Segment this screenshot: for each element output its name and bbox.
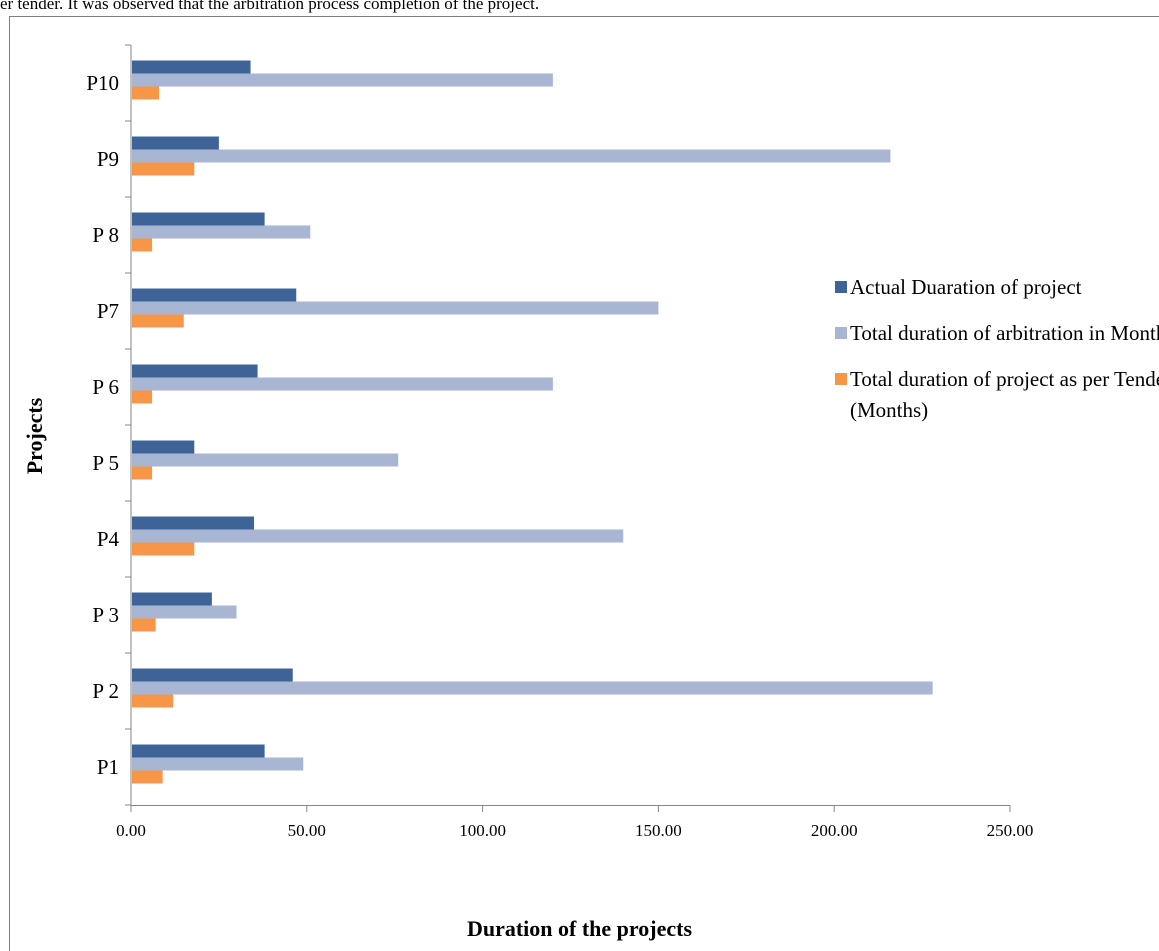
y-category-label: P 2 bbox=[92, 679, 119, 703]
legend-swatch-arbitration-duration bbox=[835, 327, 847, 339]
legend-swatch-tender-duration bbox=[835, 373, 847, 385]
legend-label-arbitration-duration: Total duration of arbitration in Months bbox=[850, 321, 1159, 345]
legend-item-actual-duration: Actual Duaration of project bbox=[835, 272, 1159, 303]
bar-p6-series-1 bbox=[132, 364, 258, 378]
y-category-label: P10 bbox=[86, 71, 119, 95]
bar-p10-series-1 bbox=[132, 60, 251, 74]
bar-p1-series-2 bbox=[132, 757, 304, 771]
x-tick-label: 150.00 bbox=[635, 821, 682, 840]
bar-p4-series-3 bbox=[132, 542, 195, 556]
y-category-label: P1 bbox=[97, 755, 119, 779]
y-category-label: P 6 bbox=[92, 375, 119, 399]
y-category-label: P 3 bbox=[92, 603, 119, 627]
legend-swatch-actual-duration bbox=[835, 281, 847, 293]
y-category-label: P 5 bbox=[92, 451, 119, 475]
bar-p10-series-2 bbox=[132, 73, 553, 87]
bar-p4-series-2 bbox=[132, 529, 624, 543]
bar-p1-series-3 bbox=[132, 770, 163, 784]
preceding-document-text: er tender. It was observed that the arbi… bbox=[0, 0, 540, 13]
y-category-label: P9 bbox=[97, 147, 119, 171]
bar-p7-series-3 bbox=[132, 314, 184, 328]
x-tick-label: 50.00 bbox=[288, 821, 326, 840]
bar-p2-series-3 bbox=[132, 694, 174, 708]
legend-item-arbitration-duration: Total duration of arbitration in Months bbox=[835, 318, 1159, 349]
bar-p3-series-3 bbox=[132, 618, 156, 632]
bar-p9-series-1 bbox=[132, 136, 219, 150]
legend: Actual Duaration of project Total durati… bbox=[835, 272, 1159, 441]
legend-item-tender-duration: Total duration of project as per Tender … bbox=[835, 364, 1159, 426]
bar-p8-series-1 bbox=[132, 212, 265, 226]
bar-p7-series-2 bbox=[132, 301, 659, 315]
x-tick-label: 100.00 bbox=[459, 821, 506, 840]
bar-p3-series-1 bbox=[132, 592, 212, 606]
bar-p1-series-1 bbox=[132, 744, 265, 758]
bar-p5-series-1 bbox=[132, 440, 195, 454]
bar-p6-series-2 bbox=[132, 377, 553, 391]
y-category-label: P7 bbox=[97, 299, 119, 323]
bar-p8-series-2 bbox=[132, 225, 311, 239]
y-axis-title: Projects bbox=[22, 397, 47, 475]
y-category-label: P4 bbox=[97, 527, 120, 551]
bar-p5-series-2 bbox=[132, 453, 399, 467]
bar-p6-series-3 bbox=[132, 390, 153, 404]
legend-label-tender-duration: Total duration of project as per Tender … bbox=[850, 367, 1159, 422]
bar-p3-series-2 bbox=[132, 605, 237, 619]
bar-p8-series-3 bbox=[132, 238, 153, 252]
bar-p4-series-1 bbox=[132, 516, 255, 530]
bar-p10-series-3 bbox=[132, 86, 160, 100]
x-tick-label: 0.00 bbox=[116, 821, 146, 840]
legend-label-actual-duration: Actual Duaration of project bbox=[850, 275, 1082, 299]
x-tick-label: 250.00 bbox=[987, 821, 1034, 840]
y-category-label: P 8 bbox=[92, 223, 119, 247]
bar-p5-series-3 bbox=[132, 466, 153, 480]
x-axis-title: Duration of the projects bbox=[466, 916, 693, 941]
bar-p7-series-1 bbox=[132, 288, 297, 302]
bar-p9-series-3 bbox=[132, 162, 195, 176]
bar-p2-series-1 bbox=[132, 668, 293, 682]
bar-p2-series-2 bbox=[132, 681, 933, 695]
x-tick-label: 200.00 bbox=[811, 821, 858, 840]
chart-frame bbox=[9, 16, 1159, 951]
bar-p9-series-2 bbox=[132, 149, 891, 163]
